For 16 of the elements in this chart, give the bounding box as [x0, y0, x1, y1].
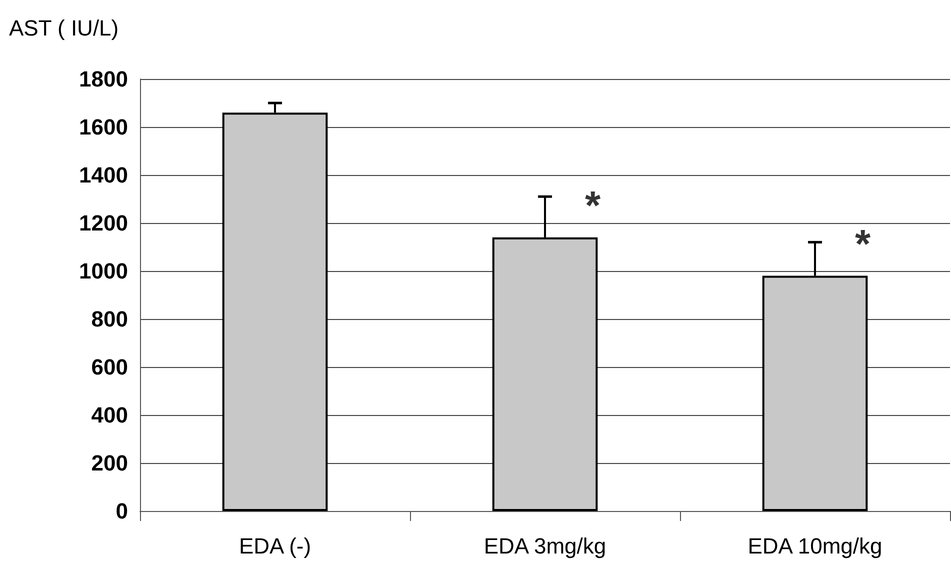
y-tick-label: 1400	[79, 162, 128, 188]
x-tick-label: EDA (-)	[238, 534, 312, 558]
y-tick-label: 400	[91, 402, 128, 428]
y-tick-label: 1000	[79, 258, 128, 284]
y-axis-title: AST ( IU/L)	[9, 16, 119, 40]
y-tick-label: 0	[116, 498, 128, 524]
y-tick-label: 800	[91, 306, 128, 332]
y-tick-label: 600	[91, 354, 128, 380]
x-tick-label: EDA 10mg/kg	[748, 534, 882, 558]
y-tick-label: 1200	[79, 210, 128, 236]
y-tick-label: 1600	[79, 114, 128, 140]
x-tick-label: EDA 3mg/kg	[484, 534, 606, 558]
y-tick-label: 200	[91, 450, 128, 476]
y-tick-label: 1800	[79, 66, 128, 92]
annotation: *	[585, 184, 601, 228]
annotation: *	[855, 222, 871, 267]
